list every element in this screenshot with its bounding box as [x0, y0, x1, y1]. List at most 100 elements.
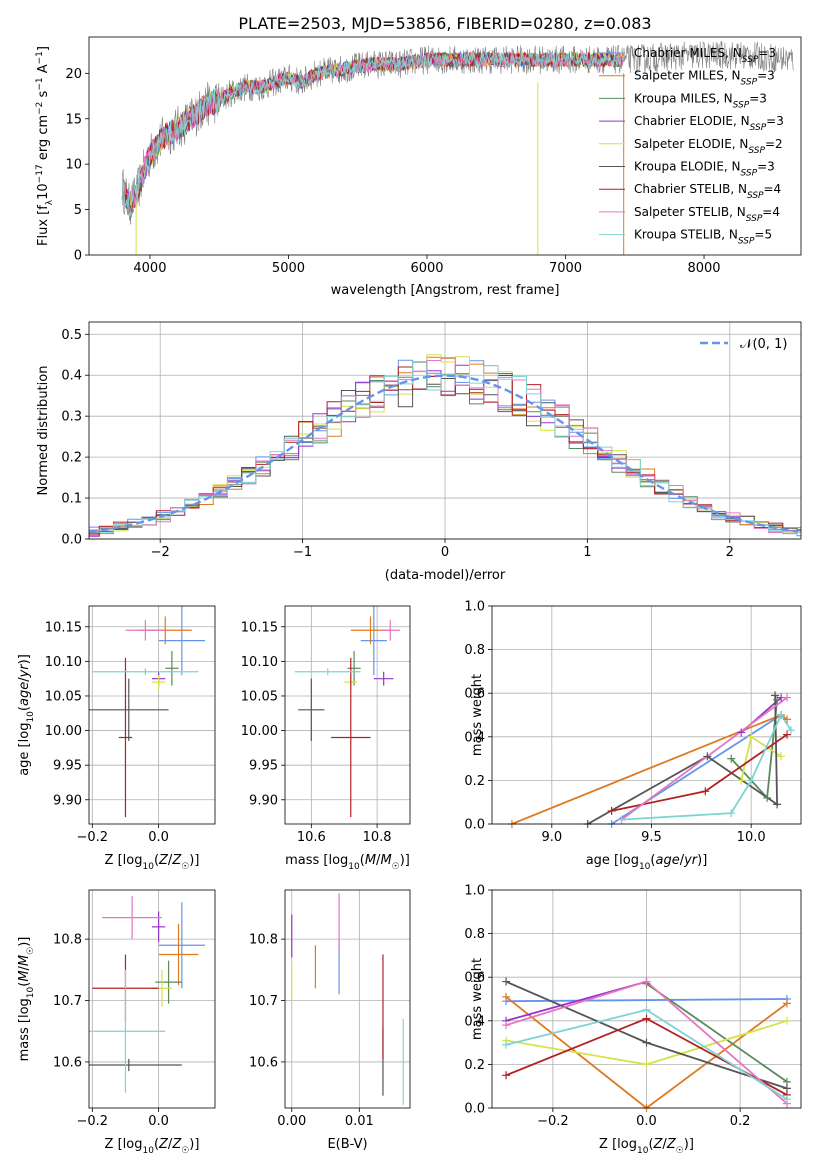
spectrum-panel: 4000 5000 6000 7000 8000 0 5 10 15 20 Chabrier MIL… [65, 36, 802, 276]
mass_vs_ebv-panel: 0.00 0.01 10.6 10.7 10.8 [249, 889, 411, 1129]
age_vs_mass-panel: 10.6 10.8 9.90 9.95 10.00 10.05 10.10 10.15 [241, 605, 411, 845]
y-axis-label: Normed distribution [36, 366, 51, 496]
x-axis-label: E(B-V) [327, 1137, 367, 1152]
weight-marker-yellow [642, 1060, 651, 1069]
y-tick-label: 0.4 [464, 730, 485, 745]
spectrum-model-line-orange [121, 51, 624, 213]
y-tick-label: 10 [65, 158, 82, 173]
weight-marker-yellow [747, 732, 756, 741]
y-tick-label: 10.6 [249, 1055, 278, 1070]
y-tick-label: 5 [74, 203, 82, 218]
weight-marker-cyan [617, 815, 626, 824]
normal-curve [89, 374, 799, 533]
spectrum-model-line-pink [121, 52, 624, 215]
y-tick-label: 10.10 [241, 655, 278, 670]
legend-entry: Chabrier MILES, NSSP=3 [634, 46, 776, 65]
x-tick-label: 0.00 [277, 1114, 306, 1129]
y-tick-label: 0.2 [464, 774, 485, 789]
weight-marker-orange [502, 992, 511, 1001]
y-tick-label: 9.90 [249, 793, 278, 808]
y-tick-label: 9.90 [53, 793, 82, 808]
axes-frame [88, 36, 802, 256]
weight-marker-yellow [777, 752, 786, 761]
mass_vs_z-panel: −0.2 0.0 10.6 10.7 10.8 [53, 889, 216, 1129]
y-tick-label: 10.00 [241, 724, 278, 739]
y-tick-label: 10.10 [45, 655, 82, 670]
x-tick-label: 4000 [133, 261, 166, 276]
x-axis-label: Z [log10(Z/Z☉)] [105, 1137, 200, 1156]
spectrum-model-line-green [121, 51, 623, 213]
y-tick-label: 10.8 [53, 933, 82, 948]
weight-marker-red [607, 806, 616, 815]
weight-line-blue [505, 998, 788, 1003]
legend-entry: Chabrier ELODIE, NSSP=3 [634, 114, 784, 133]
weight-marker-pink [642, 977, 651, 986]
legend-entry: Kroupa ELODIE, NSSP=3 [634, 160, 775, 179]
y-tick-label: 10.00 [45, 724, 82, 739]
x-tick-label: 9.5 [641, 830, 662, 845]
y-axis-label: mass weight [470, 958, 485, 1040]
y-axis-label: mass weight [470, 674, 485, 756]
age_vs_z-panel: −0.2 0.0 9.90 9.95 10.00 10.05 10.10 10.15 [45, 605, 216, 845]
weight-marker-cyan [502, 1040, 511, 1049]
x-tick-label: 0.0 [148, 1114, 169, 1129]
y-tick-label: 0.2 [61, 451, 82, 466]
y-tick-label: 10.15 [241, 620, 278, 635]
weight_vs_z-panel: −0.2 0.0 0.2 0.0 0.2 0.4 0.6 0.8 1.0 [464, 884, 802, 1129]
x-tick-label: 5000 [272, 261, 305, 276]
axes-frame [284, 889, 411, 1109]
x-axis-label: age [log10(age/yr)] [586, 853, 708, 872]
y-tick-label: 0.1 [61, 492, 82, 507]
legend-entry: Salpeter STELIB, NSSP=4 [634, 205, 780, 224]
weight-marker-cyan [642, 1005, 651, 1014]
weight-marker-purple [737, 728, 746, 737]
x-tick-label: −0.2 [77, 1114, 109, 1129]
y-tick-label: 0.3 [61, 410, 82, 425]
y-tick-label: 0.6 [464, 687, 485, 702]
x-tick-label: 6000 [410, 261, 443, 276]
histogram-pink [89, 357, 801, 533]
legend-entry: Kroupa STELIB, NSSP=5 [634, 228, 772, 247]
y-tick-label: 10.6 [53, 1055, 82, 1070]
y-tick-label: 10.7 [249, 994, 278, 1009]
weight-marker-red [502, 1071, 511, 1080]
histogram-cyan [89, 361, 801, 535]
y-tick-label: 0.5 [61, 328, 82, 343]
weight-marker-dark [771, 691, 780, 700]
x-tick-label: −0.2 [537, 1114, 569, 1129]
x-axis-label: (data-model)/error [385, 568, 506, 583]
figure-title: PLATE=2503, MJD=53856, FIBERID=0280, z=0… [238, 14, 651, 33]
weight-marker-pink [783, 693, 792, 702]
y-tick-label: 0.2 [464, 1058, 485, 1073]
x-tick-label: 0.2 [730, 1114, 751, 1129]
x-axis-label: Z [log10(Z/Z☉)] [105, 853, 200, 872]
x-tick-label: 7000 [549, 261, 582, 276]
x-tick-label: 8000 [687, 261, 720, 276]
x-tick-label: 10.6 [297, 830, 326, 845]
y-tick-label: 1.0 [464, 600, 485, 615]
y-tick-label: 15 [65, 112, 82, 127]
weight-marker-pink [502, 1021, 511, 1030]
y-tick-label: 10.05 [45, 689, 82, 704]
weight-marker-cyan [727, 809, 736, 818]
weight-line-orange [511, 713, 788, 824]
weight-marker-red [783, 730, 792, 739]
weight-marker-dark [773, 800, 782, 809]
weight-marker-dark [642, 1038, 651, 1047]
x-tick-label: 10.8 [363, 830, 392, 845]
y-axis-label: Flux [fλ10−17 erg cm−2 s−1 A−1] [35, 46, 55, 246]
spectrum-model-line-red [121, 51, 622, 216]
weight-marker-dark [502, 977, 511, 986]
weight-marker-green [727, 754, 736, 763]
y-tick-label: 10.05 [241, 689, 278, 704]
legend-entry: Salpeter MILES, NSSP=3 [634, 69, 775, 88]
axes-frame [88, 605, 216, 825]
y-tick-label: 0.6 [464, 971, 485, 986]
y-tick-label: 1.0 [464, 884, 485, 899]
y-tick-label: 0.0 [61, 533, 82, 548]
weight-line-pink [621, 696, 788, 821]
y-tick-label: 0 [74, 249, 82, 264]
legend-entry: 𝒩(0, 1) [740, 337, 787, 352]
weight-marker-red [701, 787, 710, 796]
y-tick-label: 0.4 [61, 369, 82, 384]
